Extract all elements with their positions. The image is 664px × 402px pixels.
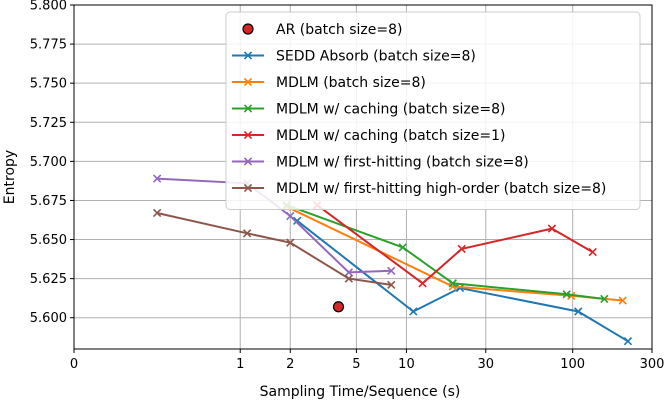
data-point (332, 301, 345, 313)
data-point (418, 279, 427, 288)
series-line (286, 204, 605, 300)
data-point (292, 216, 302, 225)
axes: 0 1 2 5 10 30 100 300 5.600 5.625 5.650 5.675 5.700 5… (30, 0, 664, 372)
series-layer (152, 174, 633, 346)
data-point (152, 174, 162, 183)
y-tick-label: 5.650 (30, 233, 67, 248)
x-tick-label: 1 (236, 357, 244, 372)
data-point (448, 279, 457, 288)
data-point (344, 268, 353, 277)
legend-marker (242, 23, 254, 35)
data-point (547, 224, 557, 233)
x-tick-label: 100 (560, 357, 585, 372)
data-point (618, 296, 627, 305)
data-point (243, 157, 253, 166)
y-tick-label: 5.600 (30, 311, 67, 326)
data-point (286, 238, 295, 247)
data-point (242, 229, 252, 238)
legend-label: MDLM w/ caching (batch size=1) (276, 128, 505, 144)
legend-label: MDLM w/ caching (batch size=8) (276, 102, 505, 118)
data-point (243, 104, 253, 113)
legend-entry: MDLM (batch size=8) (232, 75, 426, 91)
legend-entry: MDLM w/ caching (batch size=8) (232, 102, 505, 118)
legend-entry: AR (batch size=8) (242, 22, 402, 38)
x-tick-label: 300 (640, 357, 664, 372)
legend: AR (batch size=8) SEDD Absorb (batch size… (225, 11, 641, 210)
y-axis-label: Entropy (2, 150, 18, 204)
data-point (600, 294, 609, 304)
data-point (152, 208, 162, 218)
data-point (562, 290, 571, 299)
y-tick-label: 5.675 (30, 194, 67, 209)
x-tick-label: 0 (70, 357, 78, 372)
legend-label: SEDD Absorb (batch size=8) (276, 49, 476, 65)
data-point (409, 307, 418, 316)
y-tick-label: 5.700 (30, 155, 67, 170)
data-point (344, 274, 353, 283)
series-6 (152, 208, 396, 290)
legend-entry: MDLM w/ first-hitting high-order (batch … (232, 181, 606, 197)
x-axis-label: Sampling Time/Sequence (s) (260, 384, 461, 400)
legend-label: AR (batch size=8) (276, 22, 402, 38)
data-point (286, 211, 295, 221)
data-point (398, 243, 407, 252)
data-point (243, 130, 253, 140)
y-tick-label: 5.750 (30, 77, 67, 92)
x-tick-label: 5 (352, 357, 360, 372)
legend-label: MDLM w/ first-hitting (batch size=8) (276, 155, 529, 171)
y-tick-label: 5.775 (30, 38, 67, 53)
data-point (387, 266, 396, 275)
series-1 (292, 216, 633, 346)
x-tick-label: 2 (286, 357, 294, 372)
series-5 (152, 174, 396, 277)
data-point (243, 77, 253, 87)
data-point (243, 183, 253, 193)
data-point (243, 51, 253, 60)
plot-frame (73, 4, 653, 350)
data-point (457, 244, 466, 254)
data-point (387, 280, 396, 290)
series-0 (332, 301, 345, 313)
legend-label: MDLM (batch size=8) (276, 75, 426, 91)
legend-entry: SEDD Absorb (batch size=8) (232, 49, 476, 65)
data-point (623, 337, 633, 346)
y-tick-label: 5.625 (30, 272, 67, 287)
legend-box (225, 11, 641, 210)
y-tick-label: 5.800 (30, 0, 67, 14)
y-tick-label: 5.725 (30, 116, 67, 131)
x-tick-label: 10 (398, 357, 415, 372)
legend-entry: MDLM w/ first-hitting (batch size=8) (232, 155, 529, 171)
series-4 (312, 200, 597, 288)
legend-entry: MDLM w/ caching (batch size=1) (232, 128, 505, 144)
data-point (588, 247, 597, 257)
data-point (574, 307, 583, 316)
x-tick-label: 30 (477, 357, 494, 372)
legend-label: MDLM w/ first-hitting high-order (batch … (276, 181, 606, 197)
